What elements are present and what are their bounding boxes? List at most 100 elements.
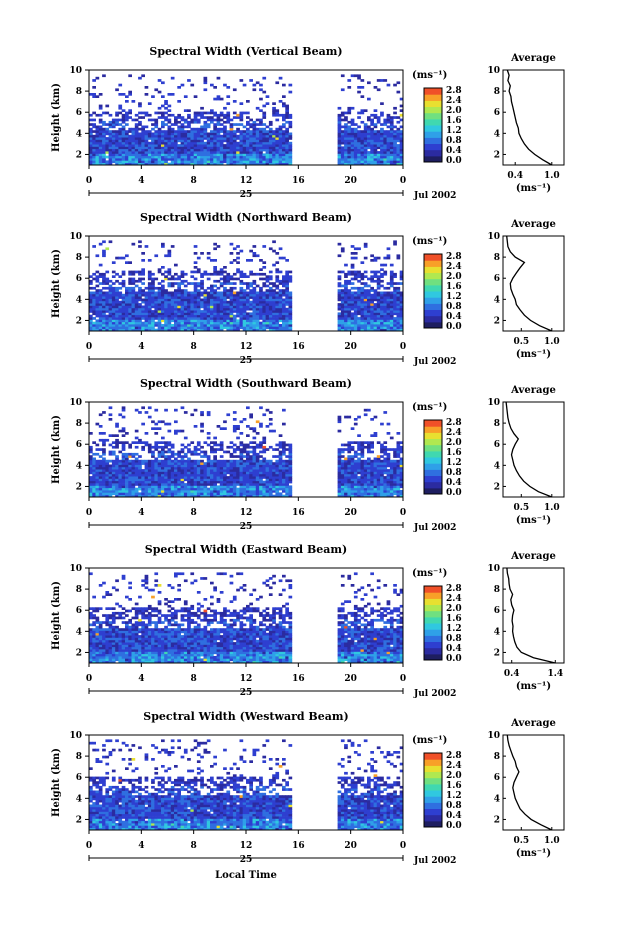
heatmap-cell — [161, 303, 165, 306]
heatmap-cell — [246, 321, 250, 325]
heatmap-cell — [164, 466, 168, 470]
heatmap-cell — [105, 293, 110, 297]
heatmap-cell — [157, 480, 162, 484]
heatmap-cell — [380, 312, 384, 316]
heatmap-cell — [177, 473, 181, 477]
heatmap-cell — [226, 464, 231, 468]
heatmap-cell — [134, 137, 139, 140]
heatmap-cell — [102, 296, 106, 299]
heatmap-cell — [249, 476, 253, 479]
heatmap-cell — [373, 317, 378, 320]
heatmap-cell — [161, 480, 165, 484]
heatmap-cell — [108, 310, 113, 313]
heatmap-cell — [92, 272, 96, 276]
heatmap-cell — [196, 448, 201, 451]
heatmap-cell — [102, 462, 106, 465]
heatmap-cell — [249, 324, 253, 327]
heatmap-cell — [285, 109, 289, 112]
heatmap-cell — [216, 151, 221, 154]
heatmap-cell — [144, 473, 149, 477]
heatmap-cell — [98, 326, 103, 330]
heatmap-cell — [118, 450, 123, 454]
heatmap-cell — [236, 261, 240, 264]
heatmap-cell — [252, 83, 257, 87]
heatmap-cell — [187, 291, 191, 295]
heatmap-cell — [157, 492, 162, 496]
heatmap-cell — [252, 296, 257, 299]
heatmap-cell — [187, 162, 191, 166]
y-tick-label: 8 — [76, 87, 82, 97]
heatmap-cell — [89, 291, 93, 295]
heatmap-cell — [157, 106, 162, 110]
heatmap-cell — [177, 127, 181, 131]
heatmap-cell — [190, 413, 195, 417]
heatmap-cell — [229, 310, 234, 313]
heatmap-cell — [259, 144, 263, 147]
heatmap-cell — [128, 141, 132, 145]
heatmap-cell — [278, 127, 283, 131]
heatmap-cell — [226, 312, 231, 316]
heatmap-cell — [125, 130, 129, 133]
heatmap-cell — [285, 155, 289, 159]
heatmap-cell — [285, 326, 289, 330]
heatmap-cell — [125, 286, 129, 290]
heatmap-cell — [141, 305, 145, 309]
heatmap-cell — [337, 120, 342, 124]
heatmap-cell — [164, 275, 168, 278]
heatmap-cell — [190, 296, 195, 299]
heatmap-cell — [210, 144, 214, 147]
heatmap-cell — [118, 139, 123, 143]
heatmap-cell — [89, 127, 93, 131]
heatmap-cell — [210, 326, 214, 330]
heatmap-cell — [376, 79, 381, 82]
heatmap-cell — [115, 307, 119, 311]
heatmap-cell — [167, 317, 172, 320]
heatmap-cell — [92, 151, 96, 154]
heatmap-cell — [134, 441, 139, 444]
heatmap-cell — [213, 494, 217, 498]
heatmap-cell — [268, 120, 273, 124]
heatmap-cell — [203, 162, 208, 166]
heatmap-cell — [219, 277, 224, 281]
heatmap-cell — [275, 160, 280, 164]
heatmap-cell — [367, 296, 371, 299]
heatmap-cell — [141, 324, 145, 327]
heatmap-cell — [131, 151, 136, 154]
heatmap-cell — [187, 314, 191, 318]
heatmap-cell — [89, 314, 93, 318]
heatmap-cell — [285, 284, 289, 288]
avg-y-tick-label: 4 — [494, 129, 500, 139]
heatmap-cell — [265, 425, 270, 428]
heatmap-cell — [177, 158, 181, 161]
heatmap-cell — [249, 494, 253, 498]
heatmap-cell — [399, 113, 404, 117]
heatmap-cell — [141, 144, 145, 147]
heatmap-cell — [95, 127, 100, 131]
heatmap-cell — [236, 144, 240, 147]
heatmap-cell — [138, 102, 142, 105]
heatmap-cell — [399, 328, 404, 332]
heatmap-cell — [144, 298, 149, 302]
heatmap-cell — [282, 328, 286, 332]
heatmap-cell — [268, 319, 273, 323]
heatmap-cell — [344, 300, 348, 304]
heatmap-cell — [206, 321, 211, 325]
heatmap-cell — [170, 155, 175, 159]
heatmap-cell — [229, 148, 234, 152]
heatmap-cell — [141, 483, 145, 486]
heatmap-cell — [167, 296, 172, 299]
heatmap-cell — [223, 158, 227, 161]
heatmap-cell — [131, 324, 136, 327]
heatmap-cell — [357, 139, 361, 143]
heatmap-cell — [393, 291, 397, 295]
heatmap-cell — [239, 293, 244, 297]
heatmap-cell — [138, 137, 142, 140]
heatmap-cell — [383, 324, 388, 327]
heatmap-cell — [102, 326, 106, 330]
heatmap-cell — [151, 293, 155, 297]
heatmap-cell — [95, 466, 100, 470]
heatmap-cell — [285, 291, 289, 295]
heatmap-cell — [219, 118, 224, 122]
heatmap-cell — [340, 307, 345, 311]
heatmap-cell — [98, 144, 103, 147]
